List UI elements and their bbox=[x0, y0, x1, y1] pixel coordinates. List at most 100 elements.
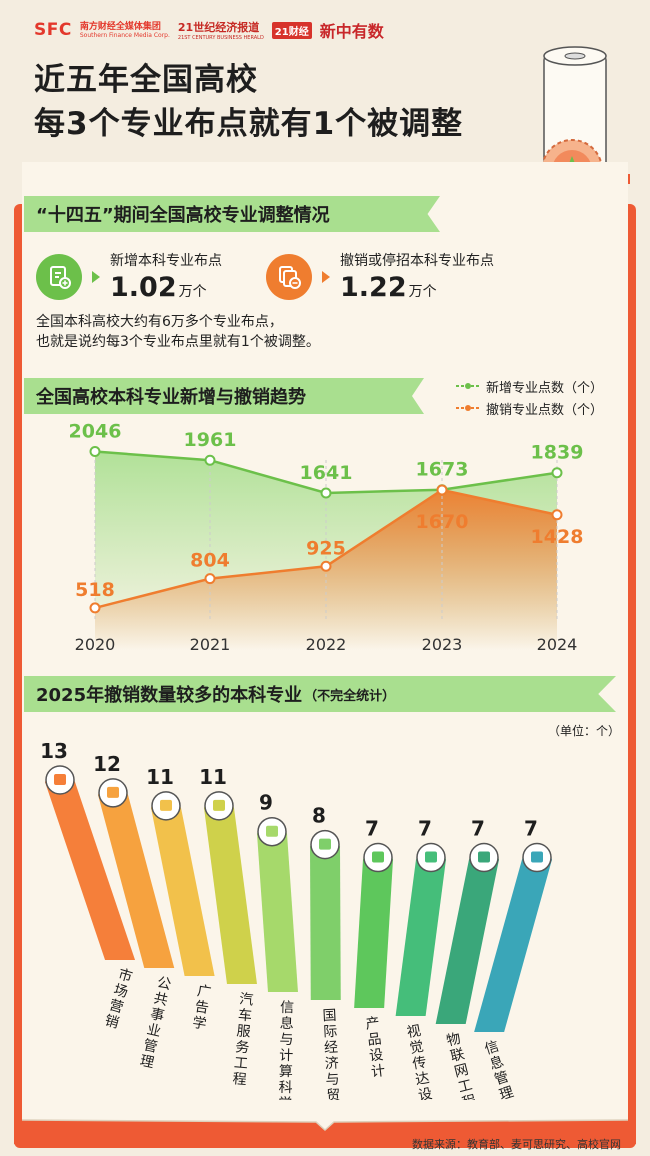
desc-line-2: 也就是说约每3个专业布点里就有1个被调整。 bbox=[36, 334, 320, 350]
bar-value-9: 7 bbox=[524, 817, 538, 841]
point-add-2022 bbox=[320, 487, 332, 499]
data-label-remove-2021: 804 bbox=[190, 550, 230, 572]
logo-21-en: 21ST CENTURY BUSINESS HERALD bbox=[177, 35, 264, 41]
line-legend: 新增专业点数（个） 撤销专业点数（个） bbox=[456, 376, 603, 418]
legend-add: 新增专业点数（个） bbox=[456, 376, 603, 396]
major-bar-chart: 13 市场营销 12 公共事业管理 11 广告学 11 汽车服务工程 9 信息与计算科学 8 国际经济… bbox=[40, 740, 552, 1100]
stat-remove: 撤销或停招本科专业布点 1.22 万个 bbox=[266, 250, 494, 303]
x-tick-2022: 2022 bbox=[306, 635, 347, 654]
section3-heading: 2025年撤销数量较多的本科专业 （不完全统计） bbox=[24, 676, 616, 712]
network-icon-glyph bbox=[266, 825, 278, 837]
document-remove-icon bbox=[266, 253, 312, 300]
data-label-add-2024: 1839 bbox=[531, 442, 584, 464]
bar-8 bbox=[435, 859, 499, 1024]
bar-category-8: 物联网工程 bbox=[445, 1031, 478, 1100]
logo-21cj: 21财经 bbox=[271, 21, 312, 39]
design-icon-glyph bbox=[372, 851, 384, 863]
bar-value-7: 7 bbox=[418, 817, 432, 841]
bar-0 bbox=[45, 782, 136, 960]
bar-1 bbox=[98, 794, 175, 968]
bar-4 bbox=[257, 833, 298, 992]
bar-2 bbox=[151, 807, 215, 976]
logo-sfc-cn: 南方财经全媒体集团 bbox=[79, 21, 161, 32]
x-tick-2024: 2024 bbox=[537, 635, 578, 654]
data-label-add-2022: 1641 bbox=[300, 462, 353, 484]
document-icon-glyph bbox=[107, 786, 119, 798]
bar-category-7: 视觉传达设计 bbox=[406, 1023, 437, 1100]
section2-heading: 全国高校本科专业新增与撤销趋势 bbox=[24, 378, 424, 414]
logo-sfc-text: 南方财经全媒体集团 Southern Finance Media Corp. bbox=[80, 22, 170, 39]
stat-remove-label: 撤销或停招本科专业布点 bbox=[340, 253, 494, 269]
bar-category-5: 国际经济与贸易 bbox=[322, 1008, 341, 1100]
billboard-icon-glyph bbox=[160, 799, 172, 811]
bar-value-8: 7 bbox=[471, 817, 485, 841]
dashboard-icon-glyph bbox=[531, 851, 543, 863]
legend-add-label: 新增专业点数（个） bbox=[486, 380, 604, 396]
logo-sfc: SFC bbox=[34, 20, 72, 40]
bar-9 bbox=[474, 859, 552, 1032]
bar-category-0: 市场营销 bbox=[103, 966, 135, 1032]
major-bar-6: 7 产品设计 bbox=[354, 817, 393, 1080]
major-bar-7: 7 视觉传达设计 bbox=[395, 817, 446, 1100]
stat-remove-text: 撤销或停招本科专业布点 1.22 万个 bbox=[340, 250, 494, 303]
bar-3 bbox=[204, 807, 257, 984]
point-remove-2023 bbox=[436, 484, 448, 496]
bulb-icon-glyph bbox=[425, 851, 437, 863]
stat-remove-value: 1.22 bbox=[340, 272, 407, 303]
point-remove-2022 bbox=[320, 560, 332, 572]
bar-category-1: 公共事业管理 bbox=[138, 975, 172, 1072]
arrow-right-icon bbox=[322, 270, 330, 283]
bar-category-6: 产品设计 bbox=[365, 1015, 386, 1080]
legend-remove: 撤销专业点数（个） bbox=[456, 398, 603, 418]
unit-note: （单位：个） bbox=[548, 724, 621, 738]
document-add-icon bbox=[36, 253, 82, 300]
stat-add-unit: 万个 bbox=[178, 284, 207, 300]
bar-value-1: 12 bbox=[93, 752, 121, 776]
point-add-2024 bbox=[551, 467, 563, 479]
data-label-add-2021: 1961 bbox=[184, 429, 237, 451]
bar-value-6: 7 bbox=[365, 817, 379, 841]
logo-21-block: 21世纪经济报道 21ST CENTURY BUSINESS HERALD bbox=[178, 19, 264, 41]
section3-heading-note: （不完全统计） bbox=[304, 688, 396, 704]
point-remove-2020 bbox=[89, 602, 101, 614]
stat-add: 新增本科专业布点 1.02 万个 bbox=[36, 250, 222, 303]
bar-6 bbox=[354, 859, 393, 1008]
data-label-add-2023: 1673 bbox=[416, 459, 469, 481]
bar-value-0: 13 bbox=[40, 740, 68, 763]
book-page-bottom bbox=[22, 1100, 628, 1130]
major-bar-8: 7 物联网工程 bbox=[435, 817, 499, 1100]
x-tick-2020: 2020 bbox=[75, 635, 116, 654]
book-page-edge bbox=[21, 1119, 629, 1132]
data-label-remove-2024: 1428 bbox=[531, 526, 584, 548]
trend-line-chart: 2046 1961 1641 1673 1839 518 804 925 1670 1428 20… bbox=[69, 421, 584, 654]
bar-category-3: 汽车服务工程 bbox=[232, 991, 254, 1088]
car-icon-glyph bbox=[213, 799, 225, 811]
logo-row: SFC 南方财经全媒体集团 Southern Finance Media Cor… bbox=[34, 18, 384, 42]
book-bottom-edge bbox=[14, 1100, 636, 1144]
data-label-add-2020: 2046 bbox=[69, 421, 122, 443]
major-bar-3: 11 汽车服务工程 bbox=[199, 765, 257, 1088]
bar-value-2: 11 bbox=[146, 765, 174, 789]
point-add-2021 bbox=[204, 454, 216, 466]
major-bar-9: 7 信息管理与信息系统 bbox=[474, 817, 552, 1100]
arrow-right-icon bbox=[92, 270, 100, 283]
point-add-2020 bbox=[89, 446, 101, 458]
logo-xin: 新中有数 bbox=[319, 22, 384, 41]
bar-category-2: 广告学 bbox=[191, 983, 212, 1033]
stat-remove-unit: 万个 bbox=[408, 284, 437, 300]
major-bar-1: 12 公共事业管理 bbox=[93, 752, 175, 1072]
data-label-remove-2023: 1670 bbox=[416, 511, 469, 533]
legend-remove-label: 撤销专业点数（个） bbox=[486, 402, 604, 418]
major-bar-0: 13 市场营销 bbox=[40, 740, 136, 1032]
major-bar-4: 9 信息与计算科学 bbox=[257, 791, 298, 1100]
major-bar-5: 8 国际经济与贸易 bbox=[310, 804, 341, 1100]
x-tick-2023: 2023 bbox=[422, 635, 463, 654]
desc-line-1: 全国本科高校大约有6万多个专业布点， bbox=[36, 314, 283, 330]
bar-value-5: 8 bbox=[312, 804, 326, 828]
major-bar-2: 11 广告学 bbox=[146, 765, 215, 1033]
section3-heading-text: 2025年撤销数量较多的本科专业 bbox=[36, 685, 303, 706]
data-source: 数据来源：教育部、麦可思研究、高校官网 bbox=[412, 1138, 621, 1151]
logo-21: 21世纪经济报道 bbox=[177, 21, 260, 34]
title-line-2: 每3个专业布点就有1个被调整 bbox=[34, 106, 464, 142]
stat-add-text: 新增本科专业布点 1.02 万个 bbox=[110, 250, 222, 303]
